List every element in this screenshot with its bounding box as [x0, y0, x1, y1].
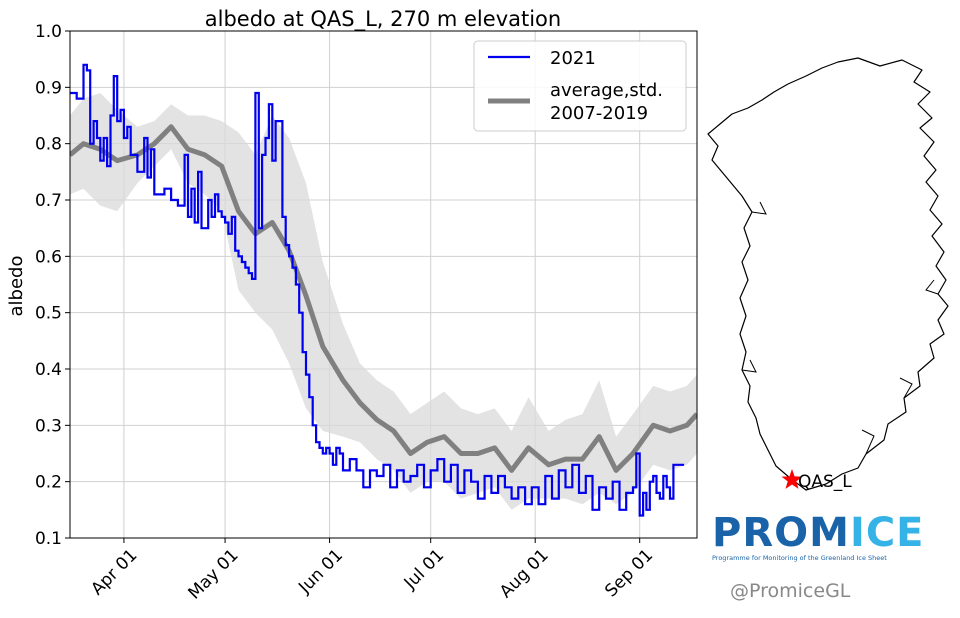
- x-tick-label: Jun 01: [294, 545, 347, 598]
- legend-label-2021: 2021: [550, 48, 596, 69]
- logo-subtitle: Programme for Monitoring of the Greenlan…: [712, 554, 887, 562]
- plot-frame: [69, 30, 698, 539]
- y-tick-label: 0.1: [35, 529, 62, 549]
- y-tick-label: 0.3: [35, 416, 62, 436]
- x-tick-label: Apr 01: [87, 545, 141, 599]
- coast-fjord: [861, 429, 875, 455]
- logo-suffix: ICE: [849, 510, 925, 556]
- coast-fjord: [751, 201, 767, 215]
- x-tick-label: May 01: [184, 545, 242, 603]
- logo-prefix: PROM: [712, 510, 850, 556]
- average-line: [70, 124, 697, 473]
- legend-label-average: average,std.: [550, 80, 663, 101]
- y-tick-label: 0.9: [35, 78, 62, 98]
- coast-fjord: [899, 377, 913, 399]
- std-band: [70, 93, 697, 510]
- y-tick-label: 1.0: [35, 22, 62, 42]
- promice-logo: PROMICE Programme for Monitoring of the …: [712, 510, 924, 562]
- y-tick-label: 0.6: [35, 247, 62, 267]
- y-tick-label: 0.5: [35, 304, 62, 324]
- twitter-handle: @PromiceGL: [730, 580, 851, 602]
- y-tick-label: 0.7: [35, 191, 62, 211]
- y-tick-label: 0.2: [35, 473, 62, 493]
- y-axis-label: albedo: [6, 256, 27, 317]
- greenland-outline-icon: [707, 57, 949, 491]
- y-tick-label: 0.4: [35, 360, 62, 380]
- coast-fjord: [741, 359, 757, 373]
- station-star-icon: [781, 469, 803, 489]
- y-tick-label: 0.8: [35, 135, 62, 155]
- legend-label-average: 2007-2019: [550, 103, 648, 124]
- chart-title: albedo at QAS_L, 270 m elevation: [205, 7, 561, 32]
- station-label: QAS_L: [798, 472, 852, 492]
- x-tick-label: Jul 01: [400, 545, 448, 593]
- greenland-map: QAS_L: [707, 57, 949, 492]
- coast-fjord: [925, 279, 939, 295]
- series-2021-line: [70, 63, 685, 517]
- legend-box: [473, 40, 687, 132]
- x-tick-label: Aug 01: [496, 545, 553, 602]
- x-tick-label: Sep 01: [601, 545, 657, 601]
